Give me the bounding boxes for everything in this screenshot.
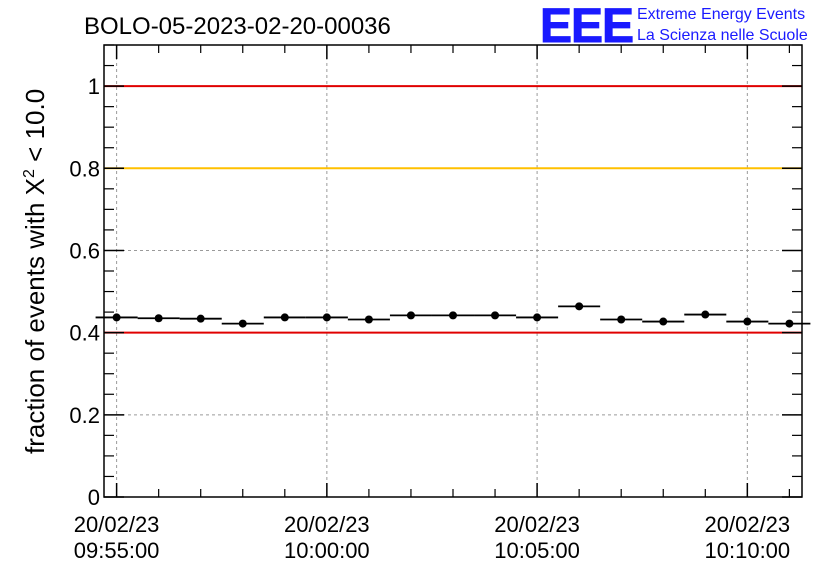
data-point <box>179 314 222 323</box>
data-point <box>768 319 811 328</box>
x-tick-label-time: 10:05:00 <box>494 538 580 563</box>
y-tick-labels: 0 0.2 0.4 0.6 0.8 1 <box>69 74 100 510</box>
data-point <box>516 313 559 322</box>
data-point <box>137 314 180 323</box>
data-point <box>642 317 685 326</box>
data-point-marker <box>533 313 542 322</box>
x-tick-labels: 20/02/2309:55:0020/02/2310:00:0020/02/23… <box>74 512 790 563</box>
plot-frame <box>103 44 803 498</box>
y-tick-label: 0 <box>88 485 100 510</box>
logo-mark: EEE <box>540 0 633 53</box>
data-point-marker <box>322 313 331 322</box>
data-point <box>684 310 727 319</box>
data-point-marker <box>575 302 584 311</box>
x-tick-label-date: 20/02/23 <box>494 512 580 537</box>
data-point <box>474 311 517 320</box>
logo-line-1: Extreme Energy Events <box>637 6 805 23</box>
axis-ticks <box>104 44 802 498</box>
data-point-marker <box>617 315 626 324</box>
x-tick-label-date: 20/02/23 <box>705 512 791 537</box>
data-point-marker <box>280 313 289 322</box>
data-point-marker <box>406 311 415 320</box>
data-point-marker <box>196 314 205 323</box>
data-point-marker <box>743 317 752 326</box>
x-tick-label-time: 09:55:00 <box>74 538 160 563</box>
data-point <box>431 311 475 320</box>
x-tick-label-date: 20/02/23 <box>284 512 370 537</box>
y-axis-label-main: fraction of events with X <box>20 178 50 454</box>
data-point-marker <box>154 314 163 323</box>
x-tick-label-date: 20/02/23 <box>74 512 160 537</box>
x-tick-label-time: 10:00:00 <box>284 538 370 563</box>
data-point <box>600 315 643 324</box>
data-point <box>558 302 601 311</box>
data-point <box>389 311 432 320</box>
data-point <box>305 313 348 322</box>
data-point <box>726 317 769 326</box>
logo-line-2: La Scienza nelle Scuole <box>637 27 808 44</box>
data-point <box>221 319 264 328</box>
data-point <box>347 315 390 324</box>
y-tick-label: 0.4 <box>69 321 100 346</box>
y-tick-label: 0.2 <box>69 403 100 428</box>
grid-lines <box>104 45 802 497</box>
y-axis-label-tail: < 10.0 <box>20 89 50 169</box>
data-point-marker <box>491 311 500 320</box>
y-tick-label: 0.8 <box>69 156 100 181</box>
y-tick-label: 0.6 <box>69 238 100 263</box>
y-tick-label: 1 <box>88 74 100 99</box>
y-axis-label: fraction of events with X2 < 10.0 <box>20 89 50 454</box>
data-point-marker <box>701 310 710 319</box>
data-point-marker <box>785 319 794 328</box>
data-point-marker <box>449 311 457 320</box>
data-point-marker <box>238 319 247 328</box>
data-points <box>95 302 811 328</box>
data-point <box>263 313 306 322</box>
data-point-marker <box>659 317 668 326</box>
data-point <box>95 313 138 322</box>
data-point-marker <box>112 313 121 322</box>
eee-logo: EEE Extreme Energy Events La Scienza nel… <box>540 0 808 54</box>
y-axis-label-sup: 2 <box>21 169 38 178</box>
reference-lines <box>104 85 802 334</box>
data-point-marker <box>364 315 373 324</box>
chart-title: BOLO-05-2023-02-20-00036 <box>84 13 391 40</box>
x-tick-label-time: 10:10:00 <box>705 538 791 563</box>
